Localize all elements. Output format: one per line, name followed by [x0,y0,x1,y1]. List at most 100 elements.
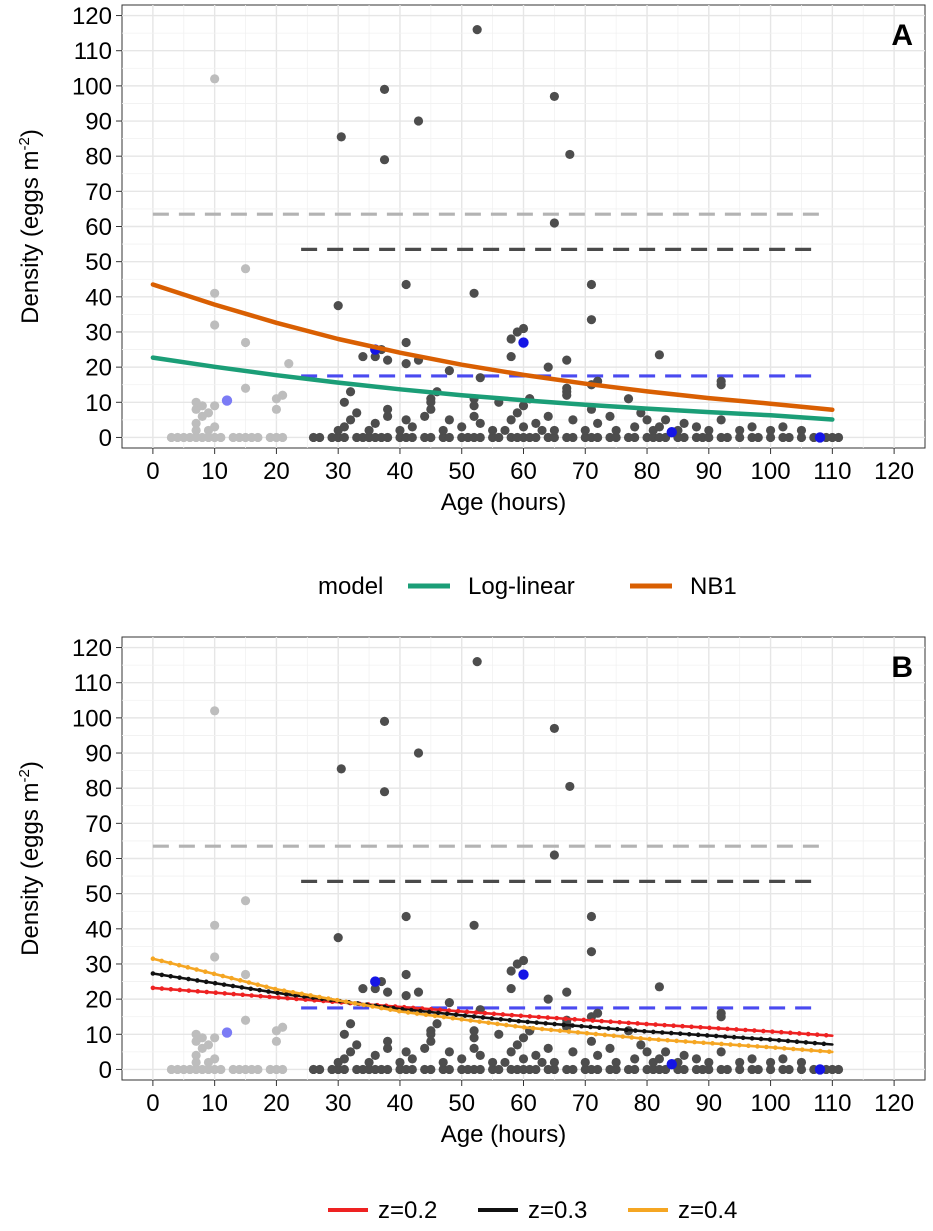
data-point-dark [512,1040,522,1050]
data-point-light [210,1033,220,1043]
data-point-dark [586,279,597,290]
y-tick-label: 50 [85,881,112,908]
data-point-dark [565,781,575,792]
data-point-blue [814,1064,826,1075]
y-tick-label: 30 [85,951,112,978]
data-point-dark [679,432,689,443]
data-point-light [210,1054,220,1064]
data-point-dark [531,432,541,443]
data-point-dark [753,432,763,443]
data-point-dark [568,1064,578,1075]
data-point-dark [630,1064,640,1075]
data-point-blue [666,426,677,438]
data-point-dark [401,359,411,369]
y-tick-label: 60 [85,846,112,873]
data-point-dark [469,1043,479,1053]
data-point-dark [531,1064,541,1075]
x-tick-label: 30 [325,458,352,485]
panel-b-grid [122,637,925,1080]
data-point-dark [339,1029,349,1039]
model-line [150,282,835,412]
data-point-light [203,408,214,418]
data-point-dark [352,408,362,418]
model-line-dots [150,956,835,1055]
data-point-dark [593,1008,603,1018]
x-tick-label: 60 [510,1090,537,1117]
data-point-dark [339,432,349,443]
data-point-dark [494,1029,504,1039]
data-point-dark [518,422,529,432]
data-point-dark [469,1026,479,1036]
data-point-dark [401,991,411,1001]
data-point-light [253,1064,263,1075]
data-point-dark [500,425,510,436]
data-point-dark [345,387,356,397]
panel-b-y-tick-labels: 0 10 20 30 40 50 60 70 80 90 100 110 120 [72,635,122,1084]
model-line-dots [150,971,835,1047]
data-point-dark [568,1047,578,1057]
data-point-light [210,706,220,716]
data-point-light [240,1015,251,1025]
data-point-dark [593,432,603,443]
data-point-dark [660,1047,671,1057]
panel-a-y-axis-label-sup: -2 [16,137,33,150]
data-point-dark [401,969,411,980]
data-point-dark [475,432,485,443]
data-point-dark [735,1057,745,1068]
data-point-dark [784,432,794,443]
data-point-light [203,1040,214,1050]
data-point-dark [586,1036,597,1046]
data-point-dark [383,404,393,414]
data-point-dark [364,425,374,436]
data-point-dark [784,1064,794,1075]
data-point-dark [475,1050,485,1060]
data-point-dark [562,383,572,393]
data-point-dark [765,432,776,443]
y-tick-label: 120 [72,3,112,30]
x-tick-label: 100 [751,458,791,485]
data-point-light [253,432,263,443]
y-tick-label: 70 [85,811,112,838]
x-tick-label: 0 [146,458,159,485]
data-point-dark [549,850,559,860]
data-point-dark [475,373,485,383]
data-point-dark [379,155,390,165]
data-point-dark [358,983,368,994]
data-point-light [240,264,251,274]
data-point-dark [420,411,430,421]
data-point-dark [796,425,807,436]
data-point-dark [778,422,788,432]
data-point-dark [333,301,343,311]
data-point-dark [488,1057,498,1068]
data-point-dark [642,415,652,425]
data-point-dark [568,432,578,443]
data-point-dark [833,1064,844,1075]
legend-a-title: model [318,573,383,600]
data-point-dark [494,1064,504,1075]
x-tick-label: 50 [448,1090,475,1117]
data-point-dark [611,432,621,443]
data-point-dark [543,994,553,1004]
data-point-dark [444,1047,454,1057]
data-point-dark [642,1047,652,1057]
panel-b-x-axis-label: Age (hours) [441,1121,566,1148]
data-point-dark [833,432,844,443]
x-tick-label: 20 [263,458,290,485]
data-point-light [271,404,282,414]
data-point-dark [654,982,664,992]
data-point-dark [444,432,454,443]
panel-a-points [166,25,844,443]
data-point-dark [543,1043,553,1053]
data-point-dark [379,716,390,726]
panel-a-grid [122,5,925,448]
data-point-dark [704,1064,714,1075]
data-point-dark [549,91,559,102]
panel-a: 0 10 20 30 40 50 60 70 80 90 100 110 120 0 10 20 30 40 50… [16,3,926,516]
data-point-light [210,920,220,930]
data-point-dark [506,351,516,362]
data-point-dark [345,415,356,425]
x-tick-label: 10 [201,1090,228,1117]
data-point-light [278,1064,288,1075]
data-point-dark [420,1043,430,1053]
data-point-dark [438,425,448,436]
